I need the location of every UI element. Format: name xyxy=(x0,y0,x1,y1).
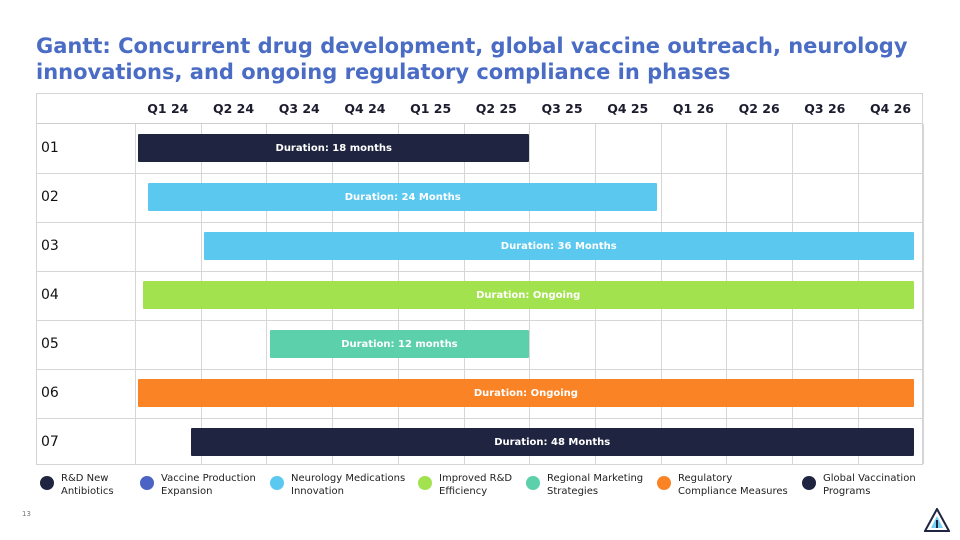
row-label: 07 xyxy=(41,434,59,450)
quarter-header-row: Q1 24 Q2 24 Q3 24 Q4 24 Q1 25 Q2 25 Q3 25 Q4 25… xyxy=(37,94,922,124)
legend-label: Regional Marketing Strategies xyxy=(547,473,644,497)
legend-swatch xyxy=(657,476,671,490)
quarter-label: Q2 25 xyxy=(475,101,517,116)
quarter-label: Q3 24 xyxy=(278,101,320,116)
quarter-label: Q2 24 xyxy=(212,101,255,116)
legend-label: Vaccine Production Expansion xyxy=(161,473,256,497)
gantt-chart: Q1 24 Q2 24 Q3 24 Q4 24 Q1 25 Q2 25 Q3 25 Q4 25… xyxy=(36,93,925,465)
row-label: 03 xyxy=(41,238,59,254)
legend-swatch xyxy=(270,476,284,490)
quarter-label: Q4 24 xyxy=(344,101,386,116)
quarter-label: Q3 25 xyxy=(541,101,583,116)
row-label: 05 xyxy=(41,336,59,352)
page-number: 13 xyxy=(22,510,31,518)
quarter-label: Q4 26 xyxy=(869,101,912,116)
legend-label: Improved R&D Efficiency xyxy=(439,473,513,497)
gantt-bar[interactable]: Duration: 12 months xyxy=(269,330,530,358)
slide-title: Gantt: Concurrent drug development, glob… xyxy=(36,34,908,84)
legend-item: R&D New Antibiotics xyxy=(40,472,114,498)
grid-hline xyxy=(37,173,922,174)
legend-item: Regulatory Compliance Measures xyxy=(657,472,788,498)
grid-hline xyxy=(37,418,922,419)
grid-hline xyxy=(37,222,922,223)
quarter-label: Q4 25 xyxy=(607,101,649,116)
triangle-logo-icon xyxy=(924,508,950,532)
gantt-bar[interactable]: Duration: Ongoing xyxy=(138,379,914,407)
quarter-label: Q3 26 xyxy=(804,101,846,116)
legend-item: Regional Marketing Strategies xyxy=(526,472,643,498)
legend-swatch xyxy=(802,476,816,490)
legend-item: Global Vaccination Programs xyxy=(802,472,916,498)
legend-label: Regulatory Compliance Measures xyxy=(678,473,788,497)
gantt-bar[interactable]: Duration: Ongoing xyxy=(142,281,914,309)
row-label: 06 xyxy=(41,385,59,401)
grid-hline xyxy=(37,271,922,272)
legend-swatch xyxy=(40,476,54,490)
quarter-label: Q1 24 xyxy=(147,101,189,116)
gantt-bar[interactable]: Duration: 24 Months xyxy=(148,183,658,211)
quarter-label: Q1 26 xyxy=(672,101,714,116)
gantt-bar[interactable]: Duration: 18 months xyxy=(138,134,530,162)
grid-vline xyxy=(923,124,925,464)
legend-label: Neurology Medications Innovation xyxy=(291,473,406,497)
quarter-label: Q1 25 xyxy=(410,101,452,116)
grid-vline xyxy=(135,124,136,464)
gantt-bar[interactable]: Duration: 48 Months xyxy=(190,428,914,456)
legend: R&D New Antibiotics Vaccine Production Ex… xyxy=(36,470,926,504)
legend-label: R&D New Antibiotics xyxy=(61,473,114,497)
legend-swatch xyxy=(418,476,432,490)
legend-item: Improved R&D Efficiency xyxy=(418,472,512,498)
legend-item: Vaccine Production Expansion xyxy=(140,472,256,498)
row-label: 02 xyxy=(41,189,59,205)
grid-hline xyxy=(37,369,922,370)
quarter-label: Q2 26 xyxy=(738,101,780,116)
legend-label: Global Vaccination Programs xyxy=(823,473,916,497)
legend-item: Neurology Medications Innovation xyxy=(270,472,405,498)
legend-swatch xyxy=(140,476,154,490)
row-label: 04 xyxy=(41,287,59,303)
legend-swatch xyxy=(526,476,540,490)
gantt-bar[interactable]: Duration: 36 Months xyxy=(203,232,914,260)
row-label: 01 xyxy=(41,140,59,156)
grid-hline xyxy=(37,320,922,321)
